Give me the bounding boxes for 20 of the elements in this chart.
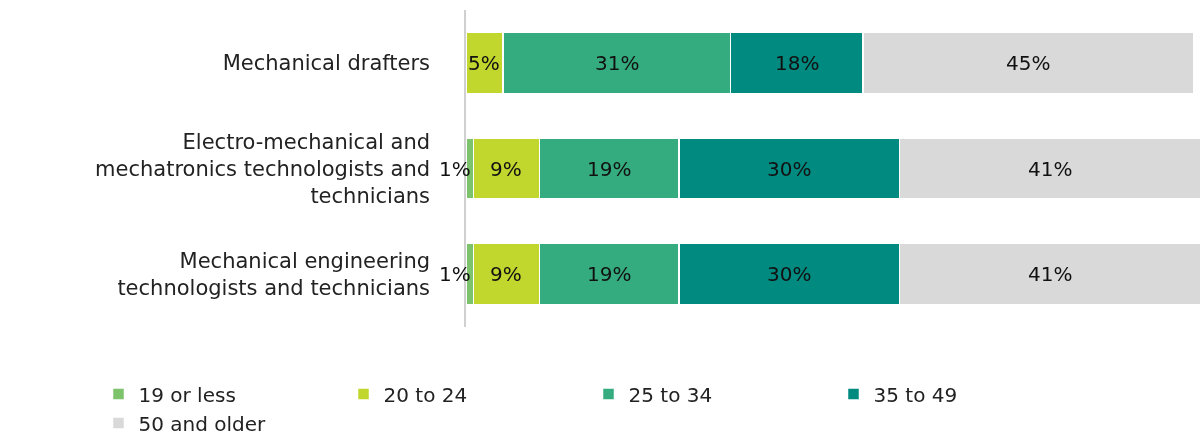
data-label: 18% bbox=[775, 51, 820, 75]
data-label: 9% bbox=[490, 262, 522, 286]
legend-label: 35 to 49 bbox=[873, 382, 958, 407]
y-tick-label: Mechanical engineering technologists and technicians bbox=[117, 248, 431, 301]
data-label: 41% bbox=[1028, 157, 1073, 181]
legend-label: 50 and older bbox=[138, 411, 267, 436]
data-label: 30% bbox=[767, 157, 812, 181]
data-label: 31% bbox=[595, 51, 640, 75]
data-label: 19% bbox=[587, 262, 632, 286]
legend-label: 20 to 24 bbox=[383, 382, 468, 407]
data-label: 45% bbox=[1006, 51, 1051, 75]
y-tick-label: Electro-mechanical and mechatronics technologists and technicians bbox=[95, 129, 431, 209]
y-tick-label: Mechanical drafters bbox=[222, 51, 431, 76]
data-label: 5% bbox=[468, 51, 500, 75]
legend-label: 25 to 34 bbox=[628, 382, 713, 407]
legend-label: 19 or less bbox=[138, 382, 236, 407]
data-label: 19% bbox=[587, 157, 632, 181]
data-label: 41% bbox=[1028, 262, 1073, 286]
data-label: 9% bbox=[490, 157, 522, 181]
data-label: 30% bbox=[767, 262, 812, 286]
